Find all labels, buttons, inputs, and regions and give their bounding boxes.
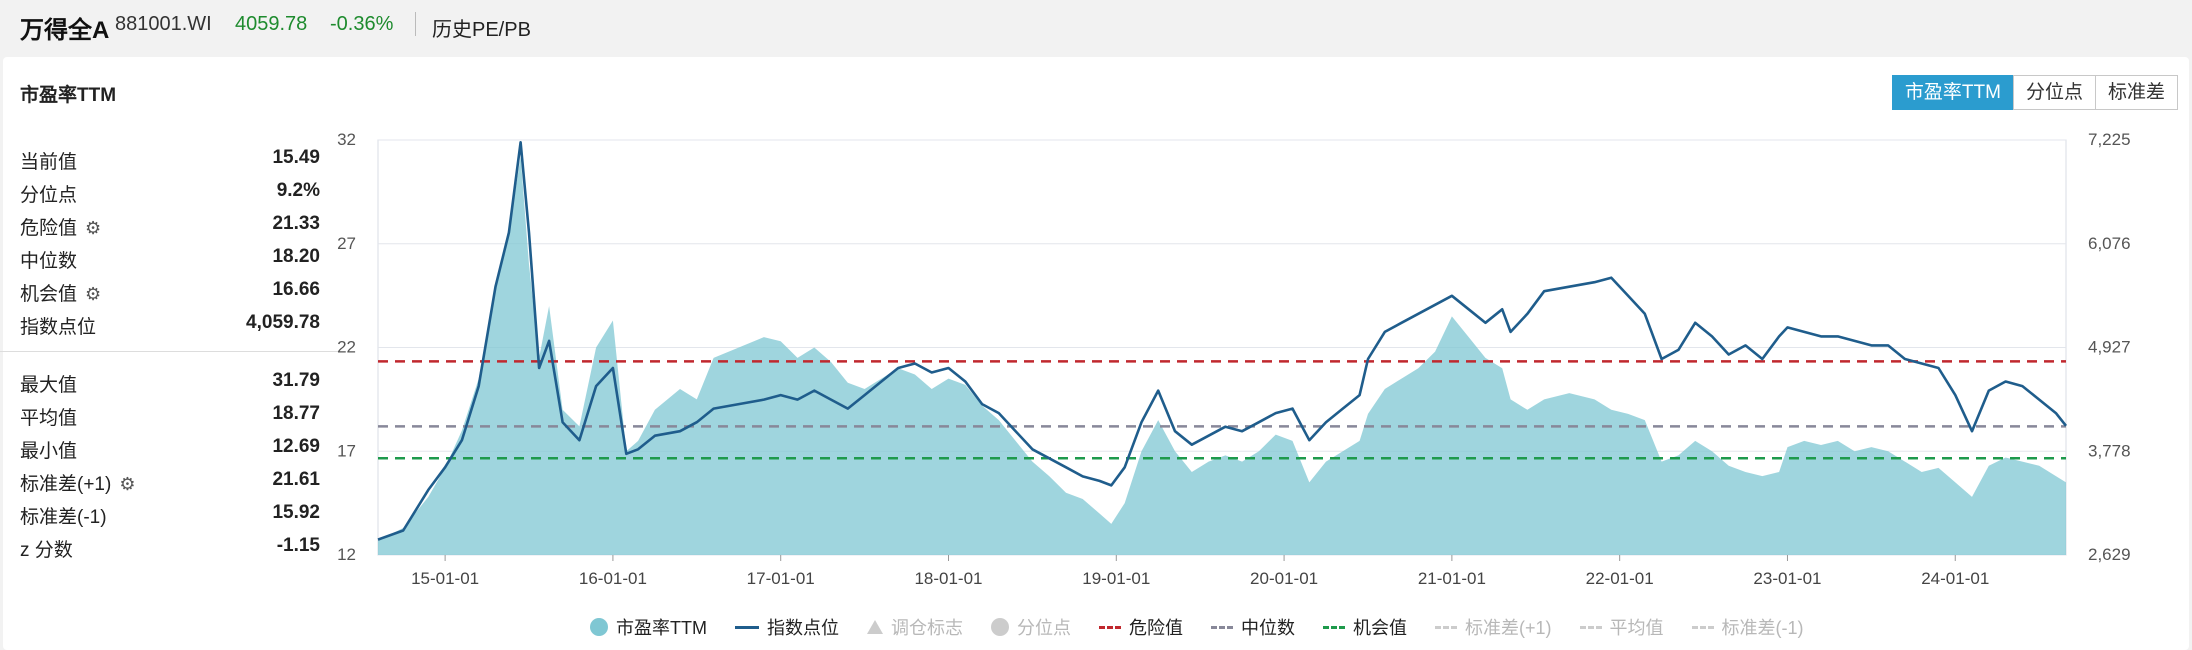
stat-value: 18.20 bbox=[272, 246, 320, 267]
legend-item[interactable]: 调仓标志 bbox=[866, 614, 963, 640]
page-subtitle: 历史PE/PB bbox=[432, 19, 531, 41]
stat-max: 最大值 31.79 bbox=[20, 366, 320, 399]
dash-icon bbox=[1210, 625, 1233, 629]
stat-value: 15.49 bbox=[272, 147, 320, 168]
stat-label: 平均值 bbox=[20, 408, 78, 429]
legend-label: 分位点 bbox=[1016, 618, 1071, 638]
header-divider bbox=[415, 12, 416, 36]
stat-label: 机会值 ⚙ bbox=[20, 279, 101, 306]
stat-label: 危险值 ⚙ bbox=[20, 213, 101, 240]
index-change: -0.36% bbox=[330, 13, 394, 35]
legend-item[interactable]: 分位点 bbox=[990, 614, 1071, 640]
legend-label: 指数点位 bbox=[766, 618, 839, 638]
legend-label: 标准差(-1) bbox=[1721, 618, 1804, 638]
legend-label: 市盈率TTM bbox=[616, 618, 707, 638]
stat-label: 最大值 bbox=[20, 375, 78, 396]
stat-danger: 危险值 ⚙ 21.33 bbox=[20, 209, 320, 242]
tab-percentile[interactable]: 分位点 bbox=[2012, 75, 2096, 110]
stat-label-text: 标准差(+1) bbox=[20, 474, 112, 495]
stat-value: 18.77 bbox=[272, 403, 320, 424]
legend-item[interactable]: 标准差(-1) bbox=[1691, 614, 1804, 640]
legend-label: 平均值 bbox=[1609, 618, 1664, 638]
stat-label: 当前值 bbox=[20, 152, 78, 173]
legend-label: 中位数 bbox=[1240, 618, 1295, 638]
gear-icon[interactable]: ⚙ bbox=[119, 474, 136, 494]
stat-value: 4,059.78 bbox=[246, 312, 320, 333]
stat-value: 12.69 bbox=[272, 436, 320, 457]
stat-value: 21.33 bbox=[272, 213, 320, 234]
header-bar: 万得全A 881001.WI 4059.78 -0.36% 历史PE/PB bbox=[0, 0, 2192, 48]
legend-label: 调仓标志 bbox=[890, 618, 963, 638]
stat-label-text: 机会值 bbox=[20, 284, 78, 305]
index-code: 881001.WI bbox=[115, 13, 212, 35]
legend-item[interactable]: 指数点位 bbox=[734, 614, 839, 640]
index-price: 4059.78 bbox=[235, 13, 308, 35]
stat-value: -1.15 bbox=[276, 535, 320, 556]
stat-value: 21.61 bbox=[272, 469, 320, 490]
stat-std-plus: 标准差(+1) ⚙ 21.61 bbox=[20, 465, 320, 498]
stat-label: 指数点位 bbox=[20, 317, 97, 338]
line-icon bbox=[734, 625, 759, 629]
stat-value: 15.92 bbox=[272, 502, 320, 523]
stat-min: 最小值 12.69 bbox=[20, 432, 320, 465]
tab-std-dev[interactable]: 标准差 bbox=[2094, 75, 2178, 110]
stat-label: 分位点 bbox=[20, 185, 78, 206]
stat-value: 9.2% bbox=[276, 180, 320, 201]
circle-icon bbox=[590, 618, 608, 636]
stat-label-text: 危险值 bbox=[20, 218, 78, 239]
tab-group: 市盈率TTM 分位点 标准差 bbox=[1891, 75, 2178, 110]
legend-label: 标准差(+1) bbox=[1464, 618, 1552, 638]
stat-std-minus: 标准差(-1) 15.92 bbox=[20, 498, 320, 531]
legend-item[interactable]: 危险值 bbox=[1098, 614, 1183, 640]
gear-icon[interactable]: ⚙ bbox=[85, 284, 102, 304]
chart-legend: 市盈率TTM 指数点位 调仓标志 分位点 危险值 中位数 机会值 标准差(+1) 平均值 标准差(… bbox=[590, 612, 1832, 642]
dash-icon bbox=[1322, 625, 1345, 629]
stat-z-score: z 分数 -1.15 bbox=[20, 531, 320, 564]
legend-label: 危险值 bbox=[1128, 618, 1183, 638]
stat-median: 中位数 18.20 bbox=[20, 242, 320, 275]
stat-label: 中位数 bbox=[20, 251, 78, 272]
dash-icon bbox=[1579, 625, 1602, 629]
stat-value: 16.66 bbox=[272, 279, 320, 300]
stat-index-level: 指数点位 4,059.78 bbox=[20, 308, 320, 341]
stat-label: 最小值 bbox=[20, 441, 78, 462]
legend-item[interactable]: 机会值 bbox=[1322, 614, 1407, 640]
stat-mean: 平均值 18.77 bbox=[20, 399, 320, 432]
stat-value: 31.79 bbox=[272, 370, 320, 391]
stat-current: 当前值 15.49 bbox=[20, 143, 320, 176]
legend-label: 机会值 bbox=[1352, 618, 1407, 638]
circle-icon bbox=[990, 618, 1009, 636]
dash-icon bbox=[1098, 625, 1121, 629]
chart-card bbox=[3, 57, 2189, 650]
legend-item[interactable]: 标准差(+1) bbox=[1434, 614, 1552, 640]
dash-icon bbox=[1434, 625, 1457, 629]
legend-item[interactable]: 中位数 bbox=[1210, 614, 1295, 640]
tab-pe-ttm[interactable]: 市盈率TTM bbox=[1891, 75, 2014, 110]
stat-label: 标准差(+1) ⚙ bbox=[20, 469, 135, 496]
stat-percentile: 分位点 9.2% bbox=[20, 176, 320, 209]
legend-item[interactable]: 市盈率TTM bbox=[590, 614, 707, 640]
index-name: 万得全A bbox=[20, 17, 110, 44]
stats-panel: 当前值 15.49 分位点 9.2% 危险值 ⚙ 21.33 中位数 18.20 机会值 ⚙… bbox=[0, 143, 340, 564]
triangle-icon bbox=[866, 620, 883, 634]
gear-icon[interactable]: ⚙ bbox=[85, 218, 102, 238]
stat-label: 标准差(-1) bbox=[20, 507, 107, 528]
dash-icon bbox=[1691, 625, 1714, 629]
stats-divider bbox=[0, 351, 340, 352]
legend-item[interactable]: 平均值 bbox=[1579, 614, 1664, 640]
panel-title: 市盈率TTM bbox=[20, 85, 117, 106]
stat-label: z 分数 bbox=[20, 540, 73, 561]
stat-opportunity: 机会值 ⚙ 16.66 bbox=[20, 275, 320, 308]
